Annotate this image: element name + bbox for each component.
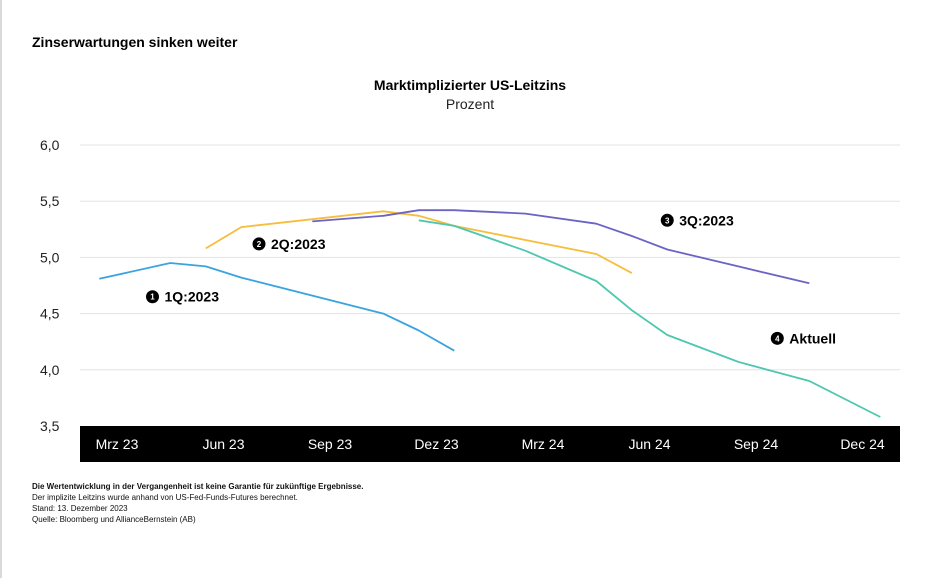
page-heading: Zinserwartungen sinken weiter <box>32 34 238 50</box>
y-axis-tick-labels: 3,5 4,0 4,5 5,0 5,5 6,0 <box>40 137 60 434</box>
x-tick-label: Mrz 24 <box>522 436 565 452</box>
chart-subtitle: Prozent <box>445 96 495 112</box>
x-axis-band <box>80 426 900 462</box>
series-marker-number: 1 <box>150 293 155 302</box>
series-name: 3Q:2023 <box>679 212 734 228</box>
series-marker-number: 2 <box>257 240 262 249</box>
chart-title: Marktimplizierter US-Leitzins <box>373 77 567 93</box>
series-label: 3 3Q:2023 <box>660 212 734 228</box>
series-line <box>418 219 881 418</box>
series-label: 2 2Q:2023 <box>252 236 326 252</box>
series-name: Aktuell <box>789 330 836 346</box>
x-tick-label: Sep 23 <box>308 436 353 452</box>
series-lines <box>99 209 881 418</box>
y-tick-label: 6,0 <box>40 137 60 153</box>
series-name: 2Q:2023 <box>271 236 326 252</box>
series-marker-badge <box>146 290 159 304</box>
x-tick-label: Jun 24 <box>628 436 670 452</box>
y-tick-label: 5,5 <box>40 193 60 209</box>
series-name: 1Q:2023 <box>165 289 220 305</box>
series-label: 1 1Q:2023 <box>146 289 219 305</box>
y-tick-label: 3,5 <box>40 418 60 434</box>
series-labels: 1 1Q:2023 2 2Q:2023 3 3Q:2023 4 Aktuell <box>146 212 836 346</box>
series-marker-badge <box>770 331 784 345</box>
date-note: Stand: 13. Dezember 2023 <box>32 504 128 513</box>
x-axis: Mrz 23 Jun 23 Sep 23 Dez 23 Mrz 24 Jun 24 Sep … <box>80 426 900 462</box>
chart-notes: Die Wertentwicklung in der Vergangenheit… <box>32 481 363 525</box>
x-tick-label: Sep 24 <box>734 436 779 452</box>
series-marker-badge <box>252 237 266 251</box>
method-note: Der implizite Leitzins wurde anhand von … <box>32 493 298 502</box>
grid-lines <box>80 144 900 371</box>
source-note: Quelle: Bloomberg und AllianceBernstein … <box>32 515 196 524</box>
series-line <box>312 209 810 285</box>
series-label: 4 Aktuell <box>770 330 836 346</box>
series-line <box>99 262 455 352</box>
x-tick-label: Jun 23 <box>202 436 244 452</box>
disclaimer-note: Die Wertentwicklung in der Vergangenheit… <box>32 482 364 491</box>
page-left-border <box>0 0 2 578</box>
y-tick-label: 4,0 <box>40 362 60 378</box>
x-tick-label: Dec 24 <box>840 436 885 452</box>
x-tick-label: Mrz 23 <box>96 436 139 452</box>
series-line <box>205 210 633 274</box>
y-tick-label: 4,5 <box>40 306 60 322</box>
x-tick-label: Dez 23 <box>414 436 459 452</box>
series-marker-badge <box>660 213 674 227</box>
y-tick-label: 5,0 <box>40 249 60 265</box>
series-marker-number: 4 <box>775 334 780 343</box>
series-marker-number: 3 <box>665 216 670 225</box>
